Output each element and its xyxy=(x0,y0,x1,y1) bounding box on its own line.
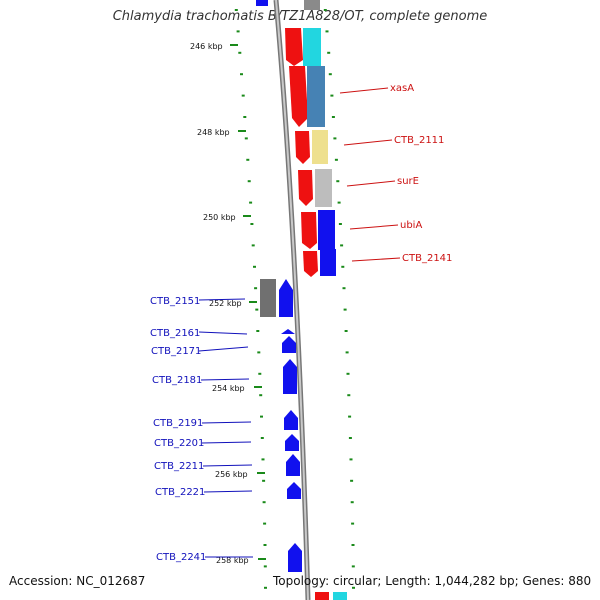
gene-CTB_2191[interactable] xyxy=(284,410,298,430)
gene-track-left xyxy=(260,279,302,572)
scale-label: 252 kbp xyxy=(209,299,242,308)
gene-xasA[interactable] xyxy=(307,66,325,127)
gene-CTB_2151-gray[interactable] xyxy=(260,279,276,317)
gene-top-blue[interactable] xyxy=(256,0,268,6)
gene-CTB_2201[interactable] xyxy=(285,434,299,451)
left-labels: CTB_2151 CTB_2161 CTB_2171 CTB_2181 CTB_… xyxy=(150,296,253,563)
cds-track xyxy=(285,28,329,600)
genome-summary-text: Topology: circular; Length: 1,044,282 bp… xyxy=(273,574,592,588)
gene-CTB_2241[interactable] xyxy=(288,543,302,572)
gene-track-right xyxy=(303,28,347,600)
gene-CTB_2181[interactable] xyxy=(283,359,297,394)
gene-cyan-bottom[interactable] xyxy=(333,592,347,600)
scale-label: 256 kbp xyxy=(215,470,248,479)
gene-label[interactable]: CTB_2221 xyxy=(155,487,205,498)
cds-block[interactable] xyxy=(303,251,318,277)
gene-label[interactable]: ubiA xyxy=(400,220,422,231)
cds-block-bottom[interactable] xyxy=(315,592,329,600)
gene-top-bar[interactable] xyxy=(304,0,320,10)
cds-block[interactable] xyxy=(295,131,310,164)
scale-label: 250 kbp xyxy=(203,213,236,222)
scale-label: 254 kbp xyxy=(212,384,245,393)
gene-label[interactable]: CTB_2181 xyxy=(152,375,202,386)
gene-CTB_2161[interactable] xyxy=(281,329,295,334)
gene-label[interactable]: CTB_2241 xyxy=(156,552,206,563)
gene-label[interactable]: CTB_2161 xyxy=(150,328,200,339)
accession-text: Accession: NC_012687 xyxy=(9,574,146,588)
gene-label[interactable]: surE xyxy=(397,176,419,187)
gene-CTB_2211[interactable] xyxy=(286,454,300,476)
right-labels: xasA CTB_2111 surE ubiA CTB_2141 xyxy=(339,83,452,264)
cds-block[interactable] xyxy=(301,212,317,249)
gene-label[interactable]: CTB_2151 xyxy=(150,296,200,307)
ticks-outer-ring xyxy=(323,9,355,589)
cds-block[interactable] xyxy=(298,170,313,206)
gene-cyan[interactable] xyxy=(303,28,321,66)
scale-marks: 246 kbp 248 kbp 250 kbp 252 kbp 254 kbp … xyxy=(190,42,266,565)
gene-CTB_2111[interactable] xyxy=(312,130,328,164)
cds-block[interactable] xyxy=(289,66,308,127)
gene-CTB_2141[interactable] xyxy=(320,249,336,276)
gene-surE[interactable] xyxy=(315,169,332,207)
gene-label[interactable]: xasA xyxy=(390,83,414,94)
gene-ubiA[interactable] xyxy=(318,210,335,250)
gene-label[interactable]: CTB_2211 xyxy=(154,461,204,472)
gene-label[interactable]: CTB_2171 xyxy=(151,346,201,357)
scale-label: 246 kbp xyxy=(190,42,223,51)
gene-CTB_2221[interactable] xyxy=(287,482,301,499)
scale-label: 248 kbp xyxy=(197,128,230,137)
gene-CTB_2171[interactable] xyxy=(282,336,296,353)
gene-label[interactable]: CTB_2111 xyxy=(394,135,444,146)
gene-label[interactable]: CTB_2201 xyxy=(154,438,204,449)
cds-block[interactable] xyxy=(285,28,303,66)
gene-CTB_2151[interactable] xyxy=(279,279,293,317)
ticks-inner-ring xyxy=(234,9,267,589)
gene-label[interactable]: CTB_2191 xyxy=(153,418,203,429)
map-title: Chlamydia trachomatis B/TZ1A828/OT, comp… xyxy=(112,9,488,24)
gene-label[interactable]: CTB_2141 xyxy=(402,253,452,264)
scale-label: 258 kbp xyxy=(216,556,249,565)
